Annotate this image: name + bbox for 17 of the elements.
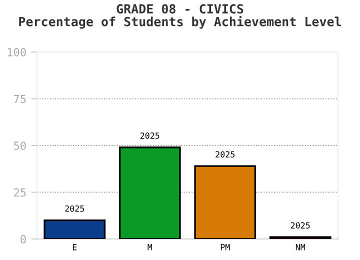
annotation: 2025: [290, 222, 310, 229]
bar: [44, 219, 106, 239]
y-tick-label: 75: [14, 94, 26, 104]
x-tick-label: E: [72, 244, 77, 250]
bar: [194, 165, 256, 239]
chart-title: GRADE 08 - CIVICS Percentage of Students by Achievement Level: [19, 4, 341, 29]
y-tick-label: 0: [20, 235, 26, 244]
bar: [118, 146, 181, 239]
annotation: 2025: [65, 205, 84, 212]
annotation: 2025: [216, 151, 234, 158]
y-tick-label: 25: [14, 188, 26, 197]
y-tick-label: 100: [8, 48, 26, 56]
x-tick-label: PM: [220, 244, 230, 250]
x-tick-label: NM: [296, 244, 306, 250]
annotation: 2025: [140, 132, 160, 139]
y-tick-label: 50: [14, 142, 26, 150]
x-tick-label: M: [148, 244, 152, 250]
